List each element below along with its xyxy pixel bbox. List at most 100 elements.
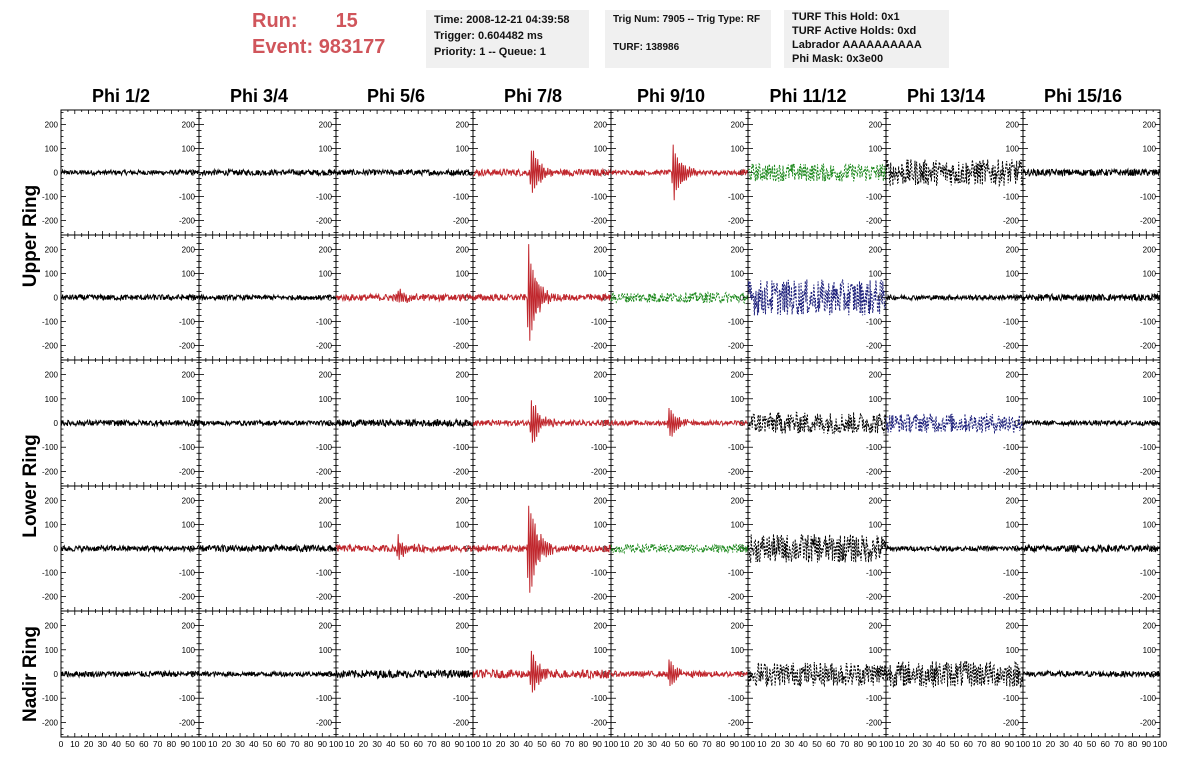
y-tick-label: 200 bbox=[45, 245, 59, 254]
trigger-text: Trigger: 0.604482 ms bbox=[434, 30, 543, 42]
y-tick-label: 100 bbox=[319, 520, 333, 529]
y-tick-label: 200 bbox=[869, 371, 883, 380]
x-tick-label: 50 bbox=[950, 739, 960, 749]
x-tick-label: 80 bbox=[167, 739, 177, 749]
waveform-trace bbox=[335, 668, 474, 680]
y-tick-label: -100 bbox=[728, 569, 745, 578]
y-tick-label: -200 bbox=[42, 217, 59, 226]
y-tick-label: -200 bbox=[591, 467, 608, 476]
waveform-trace bbox=[1022, 669, 1161, 679]
y-tick-label: -200 bbox=[1003, 467, 1020, 476]
waveform-trace bbox=[610, 407, 749, 437]
y-tick-label: 100 bbox=[1143, 520, 1157, 529]
y-tick-label: -100 bbox=[728, 443, 745, 452]
waveform-trace bbox=[1022, 419, 1161, 428]
waveform-trace bbox=[885, 660, 1024, 688]
y-tick-label: 100 bbox=[869, 395, 883, 404]
x-tick-label: 10 bbox=[70, 739, 80, 749]
y-tick-label: 0 bbox=[54, 169, 59, 178]
y-tick-label: -200 bbox=[179, 342, 196, 351]
x-tick-label: 90 bbox=[455, 739, 465, 749]
y-tick-label: -100 bbox=[179, 443, 196, 452]
y-tick-label: -200 bbox=[1003, 593, 1020, 602]
x-tick-label: 100 bbox=[1016, 739, 1030, 749]
waveform-trace bbox=[60, 168, 200, 177]
y-tick-label: 200 bbox=[45, 622, 59, 631]
y-tick-label: -100 bbox=[728, 193, 745, 202]
y-tick-label: -200 bbox=[453, 593, 470, 602]
y-tick-label: 100 bbox=[1006, 395, 1020, 404]
y-tick-label: 0 bbox=[54, 545, 59, 554]
x-tick-label: 80 bbox=[579, 739, 589, 749]
x-tick-label: 100 bbox=[1153, 739, 1167, 749]
waveform-panel-r0-c2: -200 -100 0 100 200 bbox=[335, 109, 474, 236]
y-tick-label: 200 bbox=[1143, 245, 1157, 254]
y-tick-label: 200 bbox=[45, 496, 59, 505]
y-tick-label: 0 bbox=[603, 294, 608, 303]
y-tick-label: -100 bbox=[1003, 318, 1020, 327]
y-tick-label: -100 bbox=[591, 193, 608, 202]
x-tick-label: 50 bbox=[675, 739, 685, 749]
y-tick-label: -100 bbox=[179, 694, 196, 703]
y-tick-label: -100 bbox=[591, 318, 608, 327]
y-tick-label: 100 bbox=[319, 144, 333, 153]
column-label-phi-3-4: Phi 3/4 bbox=[229, 86, 289, 106]
x-tick-label: 40 bbox=[798, 739, 808, 749]
y-tick-label: -100 bbox=[1140, 193, 1157, 202]
event-value: 983177 bbox=[318, 36, 386, 58]
y-tick-label: 100 bbox=[869, 646, 883, 655]
y-tick-label: -200 bbox=[453, 217, 470, 226]
column-label-phi-9-10: Phi 9/10 bbox=[636, 86, 706, 106]
y-tick-label: -100 bbox=[453, 694, 470, 703]
x-tick-label: 40 bbox=[523, 739, 533, 749]
y-tick-label: -100 bbox=[1003, 694, 1020, 703]
x-tick-label: 20 bbox=[496, 739, 506, 749]
waveform-panel-r1-c4: -200 -100 0 100 200 bbox=[610, 234, 749, 361]
y-tick-label: 200 bbox=[1006, 496, 1020, 505]
x-tick-label: 70 bbox=[840, 739, 850, 749]
y-tick-label: 100 bbox=[731, 269, 745, 278]
x-tick-label: 30 bbox=[235, 739, 245, 749]
y-tick-label: 200 bbox=[731, 622, 745, 631]
waveform-trace bbox=[610, 290, 749, 305]
x-tick-label: 70 bbox=[153, 739, 163, 749]
turf-this-hold-text: TURF This Hold: 0x1 bbox=[792, 11, 900, 23]
y-tick-label: -100 bbox=[728, 318, 745, 327]
y-tick-label: 100 bbox=[45, 395, 59, 404]
x-tick-label: 20 bbox=[771, 739, 781, 749]
y-tick-label: 100 bbox=[45, 520, 59, 529]
y-tick-label: 100 bbox=[594, 395, 608, 404]
y-tick-label: -100 bbox=[179, 318, 196, 327]
y-tick-label: 200 bbox=[869, 496, 883, 505]
x-tick-label: 50 bbox=[263, 739, 273, 749]
x-tick-label: 50 bbox=[400, 739, 410, 749]
x-tick-label: 80 bbox=[991, 739, 1001, 749]
y-tick-label: 200 bbox=[319, 245, 333, 254]
y-tick-label: -100 bbox=[42, 193, 59, 202]
x-tick-label: 40 bbox=[249, 739, 259, 749]
y-tick-label: 0 bbox=[54, 419, 59, 428]
y-tick-label: 0 bbox=[878, 670, 883, 679]
y-tick-label: 200 bbox=[731, 245, 745, 254]
x-tick-label: 100 bbox=[192, 739, 206, 749]
y-tick-label: 100 bbox=[731, 520, 745, 529]
x-tick-label: 70 bbox=[290, 739, 300, 749]
x-tick-label: 60 bbox=[963, 739, 973, 749]
x-tick-label: 90 bbox=[867, 739, 877, 749]
y-tick-label: -200 bbox=[591, 593, 608, 602]
y-tick-label: 200 bbox=[182, 371, 196, 380]
run-event-header: Run: 15 Event: 983177 bbox=[252, 8, 385, 60]
waveform-panel-r1-c3: -200 -100 0 100 200 bbox=[472, 234, 612, 361]
y-tick-label: 200 bbox=[456, 245, 470, 254]
y-tick-label: 0 bbox=[878, 545, 883, 554]
y-tick-label: -100 bbox=[1140, 694, 1157, 703]
y-tick-label: -100 bbox=[591, 443, 608, 452]
